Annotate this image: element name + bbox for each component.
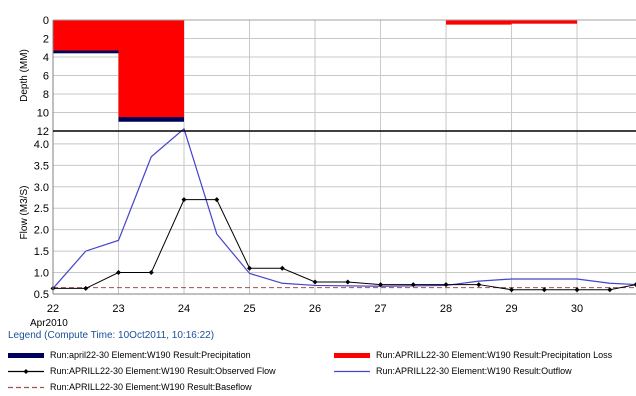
depth-tick-label-1: 2 — [43, 34, 49, 46]
depth-tick-label-4: 8 — [43, 89, 49, 101]
observed-flow-point-3 — [148, 270, 154, 276]
observed-flow-point-10 — [378, 282, 384, 288]
legend-item-precipitation: Run:april22-30 Element:W190 Result:Preci… — [8, 350, 251, 360]
flow-tick-label-1: 1.0 — [34, 268, 49, 280]
x-tick-label-2: 24 — [178, 303, 190, 315]
outflow-line — [52, 127, 636, 289]
x-tick-label-8: 30 — [571, 303, 583, 315]
x-axis-title: Apr2010 — [30, 318, 68, 329]
legend-swatch-precipitation-loss — [334, 352, 370, 358]
flow-tick-label-4: 2.5 — [34, 203, 49, 215]
legend-label-precipitation: Run:april22-30 Element:W190 Result:Preci… — [50, 350, 251, 360]
depth-tick-label-2: 4 — [43, 52, 49, 64]
flow-tick-label-3: 2.0 — [34, 225, 49, 237]
precipitation-loss-bar-1 — [118, 20, 185, 118]
x-tick-label-6: 28 — [440, 303, 452, 315]
observed-flow-point-14 — [509, 287, 515, 293]
x-tick-label-4: 26 — [309, 303, 321, 315]
legend-label-baseflow: Run:APRILL22-30 Element:W190 Result:Base… — [50, 382, 252, 392]
legend-label-precipitation-loss: Run:APRILL22-30 Element:W190 Result:Prec… — [376, 350, 613, 360]
x-tick-label-0: 22 — [47, 303, 59, 315]
observed-flow-point-15 — [541, 287, 547, 293]
observed-flow-point-12 — [443, 282, 449, 288]
legend-label-outflow: Run:APRILL22-30 Element:W190 Result:Outf… — [376, 366, 572, 376]
observed-flow-point-8 — [312, 279, 318, 285]
x-tick-label-3: 25 — [243, 303, 255, 315]
x-tick-label-5: 27 — [374, 303, 386, 315]
observed-flow-point-18 — [633, 282, 636, 288]
legend-item-observed-flow: Run:APRILL22-30 Element:W190 Result:Obse… — [8, 366, 276, 376]
flow-tick-label-7: 4.0 — [34, 139, 49, 151]
x-tick-label-7: 29 — [505, 303, 517, 315]
observed-flow-point-6 — [247, 265, 253, 271]
observed-flow-point-13 — [476, 282, 482, 288]
legend-swatch-precipitation — [8, 352, 44, 358]
observed-flow-point-2 — [116, 270, 122, 276]
flow-axis-title: Flow (M3/S) — [19, 186, 30, 240]
flow-tick-label-0: 0.5 — [34, 289, 49, 301]
depth-tick-label-6: 12 — [37, 126, 49, 138]
observed-flow-point-5 — [214, 197, 220, 203]
observed-flow-point-16 — [574, 287, 580, 293]
flow-tick-label-6: 3.5 — [34, 160, 49, 172]
legend-label-observed-flow: Run:APRILL22-30 Element:W190 Result:Obse… — [50, 366, 276, 376]
observed-flow-point-11 — [410, 282, 416, 288]
legend-title: Legend (Compute Time: 10Oct2011, 10:16:2… — [8, 330, 215, 341]
flow-tick-label-5: 3.0 — [34, 182, 49, 194]
precipitation-loss-bar-3 — [511, 20, 578, 24]
legend-swatch-outflow — [334, 370, 370, 372]
observed-flow-point-4 — [181, 197, 187, 203]
flow-tick-label-2: 1.5 — [34, 246, 49, 258]
legend-item-precipitation-loss: Run:APRILL22-30 Element:W190 Result:Prec… — [334, 350, 612, 360]
depth-axis-title: Depth (MM) — [19, 49, 30, 102]
observed-flow-point-17 — [607, 287, 613, 293]
legend-item-baseflow: Run:APRILL22-30 Element:W190 Result:Base… — [8, 382, 252, 392]
precipitation-loss-bar-0 — [53, 20, 119, 51]
legend-swatch-observed-flow — [8, 368, 44, 374]
precipitation-loss-bar-2 — [446, 20, 512, 25]
flow-plot-area — [53, 131, 636, 294]
depth-tick-label-3: 6 — [43, 71, 49, 83]
observed-flow-point-7 — [279, 265, 285, 271]
observed-flow-point-9 — [345, 279, 351, 285]
legend-swatch-baseflow — [8, 386, 44, 388]
legend-item-outflow: Run:APRILL22-30 Element:W190 Result:Outf… — [334, 366, 572, 376]
depth-tick-label-5: 10 — [37, 108, 49, 120]
depth-tick-label-0: 0 — [43, 15, 49, 27]
observed-flow-point-1 — [83, 285, 89, 291]
x-tick-label-1: 23 — [112, 303, 124, 315]
